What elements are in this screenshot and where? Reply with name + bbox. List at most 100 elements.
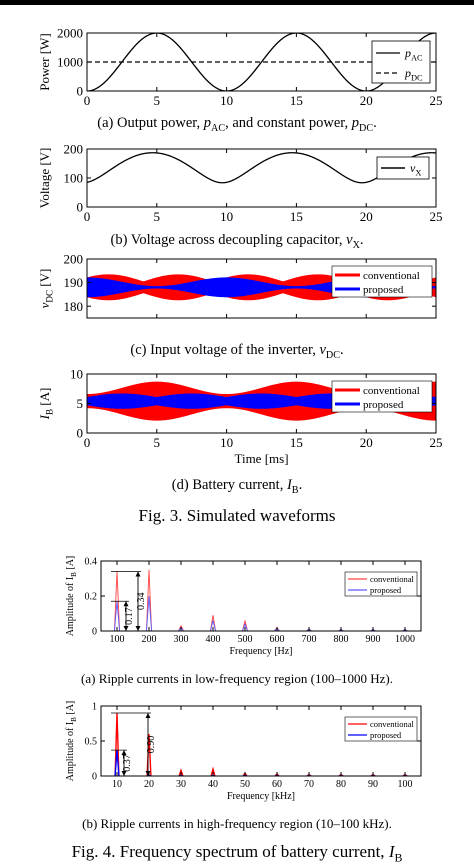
x-tick-label: 90 (368, 779, 378, 790)
chart-f: 10 20 30 40 50 60 70 80 90 100 0 0.5 1 Amplitude of I… (65, 701, 422, 802)
x-tick-label: 25 (430, 209, 443, 224)
x-tick-label: 10 (220, 93, 233, 108)
x-axis-label: Frequency [kHz] (227, 791, 295, 802)
caption-b: (b) Voltage across decoupling capacitor,… (110, 232, 364, 251)
x-tick-label: 5 (154, 93, 161, 108)
annotation-arrowhead (145, 713, 151, 718)
y-tick-label: 5 (77, 396, 84, 411)
legend-box (331, 380, 433, 413)
series-line-proposed (114, 750, 407, 776)
x-tick-label: 400 (206, 634, 221, 645)
x-tick-label: 300 (174, 634, 189, 645)
x-tick-label: 600 (270, 634, 285, 645)
caption-f: (b) Ripple currents in high-frequency re… (82, 816, 392, 831)
legend-label-p_AC: pAC (404, 46, 423, 62)
y-axis-label: Amplitude of IB [A] (65, 701, 78, 782)
y-tick-label: 200 (64, 142, 84, 157)
annotation-arrowhead (135, 571, 141, 577)
x-tick-label: 100 (398, 779, 413, 790)
y-axis-label: Power [W] (37, 33, 52, 90)
annotation-arrowhead (123, 626, 129, 631)
chart-d: 0 5 10 15 20 25 0 5 10 IB [A] Time [ms] conventiona… (37, 367, 443, 466)
legend-label-proposed: proposed (370, 585, 402, 595)
y-tick-label: 1000 (57, 55, 83, 70)
chart-c: 180 190 200 vDC [V] conventional proposed (37, 252, 437, 319)
x-tick-label: 15 (290, 435, 303, 450)
x-tick-label: 40 (208, 779, 218, 790)
x-tick-label: 20 (360, 209, 373, 224)
x-tick-label: 500 (238, 634, 253, 645)
annotation-label: 0.17 (124, 607, 135, 625)
x-tick-label: 20 (144, 779, 154, 790)
x-tick-label: 700 (302, 634, 317, 645)
y-tick-label: 0 (77, 200, 84, 215)
annotation-arrowhead (121, 771, 127, 776)
x-tick-label: 25 (430, 93, 443, 108)
x-tick-label: 70 (304, 779, 314, 790)
figure-3-caption: Fig. 3. Simulated waveforms (138, 506, 336, 525)
y-tick-label: 0 (77, 84, 84, 99)
legend-box (331, 265, 433, 298)
y-tick-label: 180 (64, 299, 84, 314)
x-tick-label: 200 (142, 634, 157, 645)
legend-label-conventional: conventional (363, 270, 420, 282)
y-tick-label: 0.5 (85, 737, 98, 748)
annotation-label: 0.90 (146, 736, 157, 754)
y-axis-label: Amplitude of IB [A] (65, 556, 78, 637)
x-tick-label: 10 (220, 209, 233, 224)
legend-label-v_X: vX (410, 161, 421, 177)
axes-box-c (86, 258, 437, 319)
caption-a: (a) Output power, pAC, and constant powe… (97, 115, 377, 134)
x-tick-label: 0 (84, 93, 91, 108)
legend-label-conventional: conventional (363, 385, 420, 397)
annotation-label: 0.34 (136, 593, 147, 611)
y-tick-label: 0.2 (85, 592, 98, 603)
x-tick-label: 15 (290, 93, 303, 108)
legend-label-proposed: proposed (363, 284, 404, 296)
x-tick-label: 20 (360, 435, 373, 450)
y-tick-label: 190 (64, 275, 84, 290)
y-tick-label: 0 (92, 772, 97, 783)
annotation-arrowhead (135, 626, 141, 631)
y-axis-label: vDC [V] (37, 269, 55, 309)
x-tick-label: 900 (366, 634, 381, 645)
x-tick-label: 800 (334, 634, 349, 645)
y-tick-label: 0 (77, 426, 84, 441)
annotation-label: 0.37 (122, 754, 133, 772)
y-tick-label: 200 (64, 252, 84, 267)
legend-label-proposed: proposed (370, 730, 402, 740)
y-tick-label: 1 (92, 702, 97, 713)
x-tick-label: 60 (272, 779, 282, 790)
y-tick-label: 0 (92, 627, 97, 638)
legend-label-p_DC: pDC (404, 66, 423, 82)
x-tick-label: 80 (336, 779, 346, 790)
x-tick-label: 1000 (395, 634, 415, 645)
y-axis-label: IB [A] (37, 388, 55, 421)
y-tick-label: 2000 (57, 26, 83, 41)
legend-box (371, 40, 431, 84)
x-tick-label: 0 (84, 209, 91, 224)
chart-e: 100 200 300 400 500 600 700 800 900 1000 0 0.2 0.4 Am… (65, 556, 422, 657)
chart-a: 0 5 10 15 20 25 0 1000 2000 Power [W] pAC pDC (37, 26, 443, 108)
chart-b: 0 5 10 15 20 25 0 100 200 Voltage [V] vX (37, 142, 443, 224)
x-tick-label: 100 (110, 634, 125, 645)
annotation-arrowhead (123, 601, 129, 607)
y-tick-label: 0.4 (85, 557, 98, 568)
series-line-p_AC (87, 33, 436, 91)
x-tick-label: 0 (84, 435, 91, 450)
x-tick-label: 50 (240, 779, 250, 790)
x-axis-label: Time [ms] (234, 451, 288, 466)
y-tick-label: 100 (64, 171, 84, 186)
x-axis-label: Frequency [Hz] (229, 646, 292, 657)
legend-label-conventional: conventional (370, 719, 415, 729)
x-tick-label: 10 (220, 435, 233, 450)
x-tick-label: 15 (290, 209, 303, 224)
caption-d: (d) Battery current, IB. (171, 477, 303, 496)
legend-box (344, 571, 418, 597)
caption-c: (c) Input voltage of the inverter, vDC. (130, 342, 344, 361)
legend-label-conventional: conventional (370, 574, 415, 584)
x-tick-label: 5 (154, 209, 161, 224)
legend-label-proposed: proposed (363, 399, 404, 411)
y-tick-label: 10 (70, 367, 83, 382)
